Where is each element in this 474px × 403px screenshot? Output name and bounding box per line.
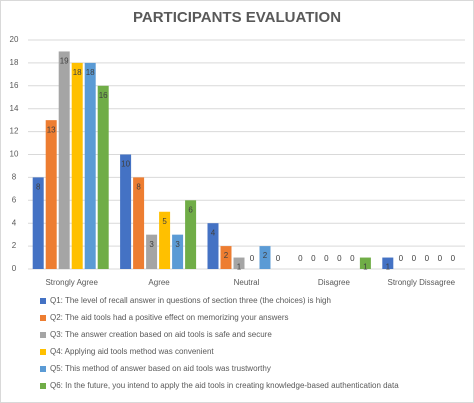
data-label: 1	[363, 263, 368, 272]
y-tick-label: 16	[10, 81, 19, 90]
bar	[58, 51, 70, 270]
y-tick-label: 14	[10, 104, 19, 113]
bar	[97, 85, 109, 269]
data-label: 19	[60, 57, 69, 66]
data-label: 5	[162, 217, 167, 226]
legend-label: Q3: The answer creation based on aid too…	[50, 330, 272, 339]
data-label: 0	[438, 254, 443, 263]
bar	[133, 177, 145, 269]
legend-swatch	[40, 383, 46, 389]
bar	[146, 234, 158, 269]
legend-label: Q4: Applying aid tools method was conven…	[50, 347, 214, 356]
legend-swatch	[40, 349, 46, 355]
bar	[84, 62, 96, 270]
data-label: 3	[149, 240, 154, 249]
x-tick-label: Neutral	[234, 278, 260, 287]
data-label: 0	[311, 254, 316, 263]
data-label: 0	[350, 254, 355, 263]
bar	[45, 120, 57, 270]
y-tick-label: 4	[12, 218, 17, 227]
bar	[120, 154, 132, 269]
data-label: 1	[237, 263, 242, 272]
x-tick-label: Disagree	[318, 278, 351, 287]
x-tick-label: Strongly Agree	[45, 278, 98, 287]
legend-swatch	[40, 366, 46, 372]
bar	[359, 257, 371, 269]
y-tick-label: 8	[12, 173, 17, 182]
y-tick-label: 20	[10, 35, 19, 44]
bar	[185, 200, 197, 269]
legend-swatch	[40, 298, 46, 304]
bar	[207, 223, 219, 269]
legend-swatch	[40, 315, 46, 321]
y-tick-label: 0	[12, 264, 17, 273]
bar	[172, 234, 184, 269]
bar	[32, 177, 44, 269]
data-label: 6	[188, 205, 193, 214]
data-label: 3	[175, 240, 180, 249]
data-label: 0	[324, 254, 329, 263]
data-label: 18	[73, 68, 82, 77]
y-tick-label: 6	[12, 195, 17, 204]
data-label: 0	[250, 254, 255, 263]
data-label: 0	[276, 254, 281, 263]
data-label: 16	[99, 91, 108, 100]
data-label: 10	[121, 160, 130, 169]
data-label: 8	[36, 183, 41, 192]
data-label: 1	[386, 263, 391, 272]
legend-label: Q6: In the future, you intend to apply t…	[50, 381, 399, 390]
bar	[233, 257, 245, 269]
legend-label: Q5: This method of answer based on aid t…	[50, 364, 271, 373]
chart-title: PARTICIPANTS EVALUATION	[133, 9, 341, 26]
data-label: 0	[337, 254, 342, 263]
data-label: 0	[425, 254, 430, 263]
data-label: 0	[399, 254, 404, 263]
y-tick-label: 10	[10, 150, 19, 159]
data-label: 4	[211, 228, 216, 237]
data-label: 18	[86, 68, 95, 77]
bar	[71, 62, 83, 270]
x-tick-label: Agree	[148, 278, 170, 287]
bar	[382, 257, 394, 269]
bar	[159, 211, 171, 269]
data-label: 8	[136, 183, 141, 192]
legend-label: Q2: The aid tools had a positive effect …	[50, 313, 289, 322]
x-tick-label: Strongly Dissagree	[388, 278, 456, 287]
data-label: 2	[263, 251, 268, 260]
data-label: 0	[412, 254, 417, 263]
data-label: 0	[298, 254, 303, 263]
data-label: 0	[451, 254, 456, 263]
legend-label: Q1: The level of recall answer in questi…	[50, 296, 331, 305]
data-label: 2	[224, 251, 229, 260]
data-label: 13	[47, 125, 56, 134]
y-tick-label: 18	[10, 58, 19, 67]
y-tick-label: 12	[10, 127, 19, 136]
y-tick-label: 2	[12, 241, 17, 250]
legend-swatch	[40, 332, 46, 338]
bar	[220, 246, 232, 269]
bar	[259, 246, 271, 269]
